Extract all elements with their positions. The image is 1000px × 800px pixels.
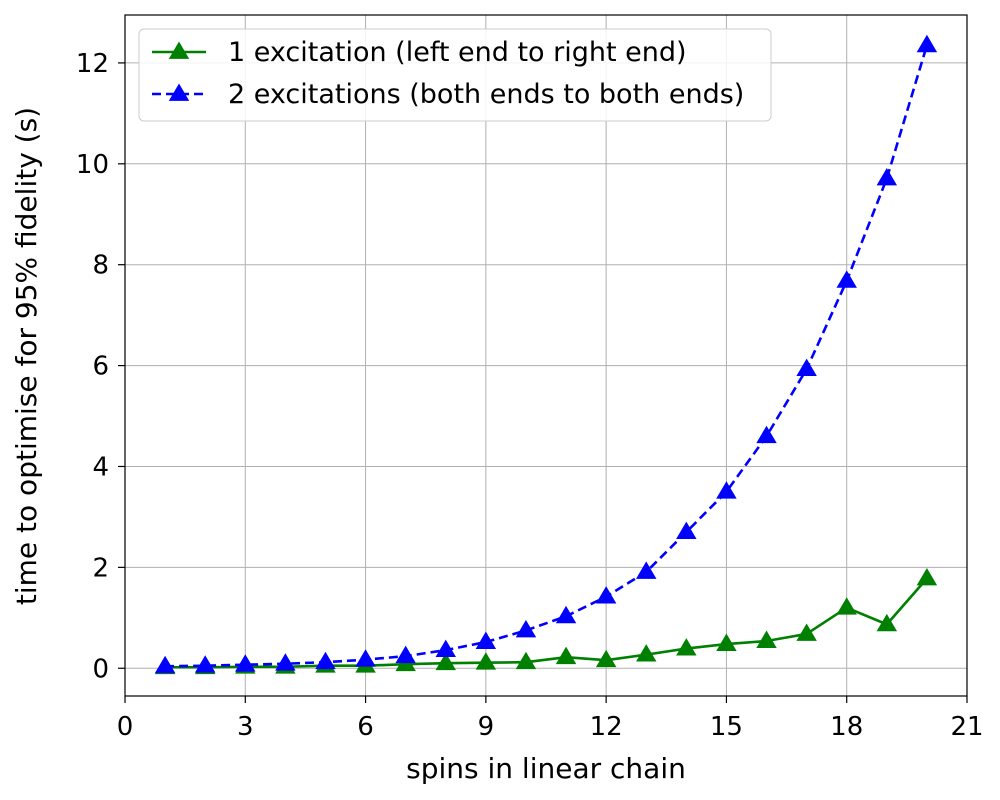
legend-marker (168, 41, 190, 59)
data-point (475, 652, 497, 670)
x-tick-label: 3 (237, 712, 254, 742)
data-point (676, 638, 697, 656)
y-axis-ticks: 0 2 4 6 8 10 12 (76, 49, 125, 684)
data-point (716, 633, 737, 651)
data-point (636, 644, 657, 662)
data-point (194, 655, 216, 673)
series-1 (154, 567, 938, 675)
data-point (475, 631, 497, 649)
data-point (395, 645, 416, 664)
x-tick-label: 0 (117, 712, 134, 742)
y-tick-label: 4 (92, 452, 109, 482)
data-point (716, 481, 737, 499)
data-point (355, 649, 376, 667)
legend-label: 2 excitations (both ends to both ends) (228, 79, 744, 110)
legend-marker (168, 83, 190, 101)
grid-lines (124, 15, 968, 696)
data-point (636, 561, 657, 579)
y-tick-label: 12 (76, 49, 109, 79)
y-tick-label: 2 (92, 553, 109, 583)
data-point (595, 586, 617, 604)
series-layer (154, 34, 938, 675)
data-point (796, 623, 817, 641)
data-point (555, 605, 577, 624)
data-point (515, 619, 537, 638)
data-point (836, 270, 857, 288)
y-tick-label: 10 (76, 150, 109, 180)
x-tick-label: 6 (357, 712, 374, 742)
data-point (435, 652, 456, 671)
series-2 (154, 34, 938, 674)
y-axis-label: time to optimise for 95% fidelity (s) (10, 107, 43, 605)
legend-label: 1 excitation (left end to right end) (228, 37, 687, 68)
data-point (876, 613, 898, 632)
legend-entry: 2 excitations (both ends to both ends) (152, 79, 744, 110)
data-point (836, 597, 857, 615)
y-tick-label: 6 (92, 352, 109, 382)
data-point (555, 646, 577, 665)
y-tick-label: 0 (92, 654, 109, 684)
data-point (756, 630, 777, 648)
data-point (756, 425, 777, 444)
data-point (515, 651, 537, 670)
data-point (154, 655, 176, 674)
data-point (916, 567, 938, 586)
y-tick-label: 8 (92, 251, 109, 281)
x-axis-ticks: 0 3 6 9 12 15 18 21 (117, 696, 984, 742)
plot-frame (124, 14, 968, 697)
data-point (275, 653, 296, 671)
legend: 1 excitation (left end to right end) 2 ex… (138, 28, 772, 122)
data-point (916, 34, 938, 53)
data-point (676, 521, 697, 539)
x-tick-label: 18 (830, 712, 863, 742)
x-tick-label: 21 (950, 712, 983, 742)
legend-box (138, 28, 772, 122)
x-axis-label: spins in linear chain (406, 752, 686, 785)
data-point (796, 358, 817, 377)
x-tick-label: 12 (590, 712, 623, 742)
data-point (595, 649, 617, 668)
data-point (315, 651, 336, 670)
series-line (165, 44, 929, 668)
data-point (876, 167, 898, 186)
legend-entry: 1 excitation (left end to right end) (152, 37, 687, 68)
x-tick-label: 15 (710, 712, 743, 742)
x-tick-label: 9 (478, 712, 495, 742)
data-point (435, 639, 456, 658)
data-point (235, 654, 256, 672)
